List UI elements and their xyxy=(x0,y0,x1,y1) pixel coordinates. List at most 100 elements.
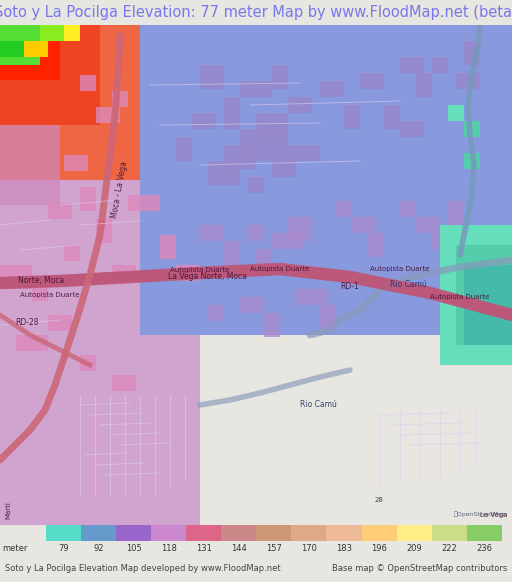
Bar xyxy=(440,225,512,365)
Text: 🔍OpenStreetMap: 🔍OpenStreetMap xyxy=(454,512,507,517)
Bar xyxy=(112,265,136,281)
Text: Autopista Duarte: Autopista Duarte xyxy=(370,266,430,272)
Bar xyxy=(272,65,288,89)
Bar xyxy=(186,525,221,541)
Bar xyxy=(0,125,60,205)
Bar xyxy=(80,75,96,91)
Text: RD-28: RD-28 xyxy=(15,318,38,328)
Text: 183: 183 xyxy=(336,544,352,552)
Text: Autopista Duarte: Autopista Duarte xyxy=(170,267,229,273)
Bar xyxy=(368,233,384,257)
Bar xyxy=(176,137,192,161)
Bar xyxy=(0,41,24,57)
Bar xyxy=(400,57,424,73)
Bar xyxy=(96,107,120,123)
Bar xyxy=(24,41,48,57)
Bar xyxy=(240,297,264,313)
Bar xyxy=(352,217,376,233)
Text: 79: 79 xyxy=(58,544,69,552)
Text: 209: 209 xyxy=(406,544,422,552)
Bar xyxy=(400,121,424,137)
Bar xyxy=(80,355,96,371)
Bar xyxy=(208,161,240,185)
Bar xyxy=(272,161,296,177)
Bar xyxy=(224,241,240,265)
Bar xyxy=(467,525,502,541)
Bar xyxy=(0,25,60,80)
Text: La Vega: La Vega xyxy=(480,512,507,518)
Text: 28: 28 xyxy=(375,497,384,503)
Bar xyxy=(464,153,480,169)
Bar xyxy=(344,105,360,129)
Bar xyxy=(0,265,32,289)
Bar xyxy=(288,97,312,113)
Text: Soto y La Pocilga Elevation Map developed by www.FloodMap.net: Soto y La Pocilga Elevation Map develope… xyxy=(5,564,281,573)
Bar xyxy=(240,129,288,161)
Bar xyxy=(140,25,512,335)
Bar xyxy=(336,201,352,217)
Bar xyxy=(46,525,81,541)
Bar xyxy=(128,195,160,211)
Bar xyxy=(200,65,224,89)
Bar xyxy=(200,225,224,241)
Bar xyxy=(448,201,464,225)
Bar xyxy=(256,113,288,137)
Bar xyxy=(240,81,272,97)
Bar xyxy=(400,201,416,217)
Bar xyxy=(360,73,384,89)
Bar xyxy=(397,525,432,541)
Bar xyxy=(40,25,64,41)
Text: RD-1: RD-1 xyxy=(340,282,359,292)
Bar xyxy=(176,265,200,281)
Bar xyxy=(256,249,272,265)
Bar xyxy=(192,113,216,129)
Bar xyxy=(0,25,40,65)
Bar xyxy=(288,145,320,161)
Bar xyxy=(224,145,256,169)
Bar xyxy=(291,525,327,541)
Text: Rio Camú: Rio Camú xyxy=(300,400,337,410)
Bar xyxy=(160,235,176,259)
Bar xyxy=(151,525,186,541)
Text: 118: 118 xyxy=(161,544,177,552)
Bar xyxy=(208,305,224,321)
Text: Soto y La Pocilga Elevation: 77 meter Map by www.FloodMap.net (beta): Soto y La Pocilga Elevation: 77 meter Ma… xyxy=(0,5,512,20)
Bar xyxy=(320,81,344,97)
Bar xyxy=(296,289,328,305)
Text: 131: 131 xyxy=(196,544,212,552)
Bar xyxy=(416,217,440,233)
Bar xyxy=(116,525,151,541)
Bar xyxy=(448,105,464,121)
Bar xyxy=(456,245,512,345)
Text: Autopista Duarte: Autopista Duarte xyxy=(430,294,489,300)
Bar xyxy=(264,313,280,337)
Text: 236: 236 xyxy=(476,544,492,552)
Text: 92: 92 xyxy=(93,544,104,552)
Bar xyxy=(112,375,136,391)
Bar xyxy=(80,187,96,211)
Text: Rio Camú: Rio Camú xyxy=(390,281,427,289)
Text: La Vega Norte, Moca: La Vega Norte, Moca xyxy=(168,272,247,282)
Text: meter: meter xyxy=(3,544,28,552)
Bar xyxy=(96,219,112,243)
Bar xyxy=(464,265,512,345)
Bar xyxy=(0,25,140,180)
Bar xyxy=(384,105,400,129)
Text: Autopista Duarte: Autopista Duarte xyxy=(250,266,309,272)
Bar xyxy=(361,525,397,541)
Bar xyxy=(64,245,80,261)
Bar xyxy=(48,203,72,219)
Text: Base map © OpenStreetMap contributors: Base map © OpenStreetMap contributors xyxy=(332,564,507,573)
Text: 170: 170 xyxy=(301,544,317,552)
Bar xyxy=(432,525,467,541)
Bar xyxy=(32,285,48,301)
Text: Marti: Marti xyxy=(5,501,11,519)
Text: 196: 196 xyxy=(371,544,387,552)
Bar xyxy=(272,233,304,249)
Text: 144: 144 xyxy=(231,544,247,552)
Bar xyxy=(81,525,116,541)
Bar xyxy=(0,180,200,525)
Bar xyxy=(248,225,264,241)
Bar xyxy=(224,97,240,129)
Bar xyxy=(416,73,432,97)
